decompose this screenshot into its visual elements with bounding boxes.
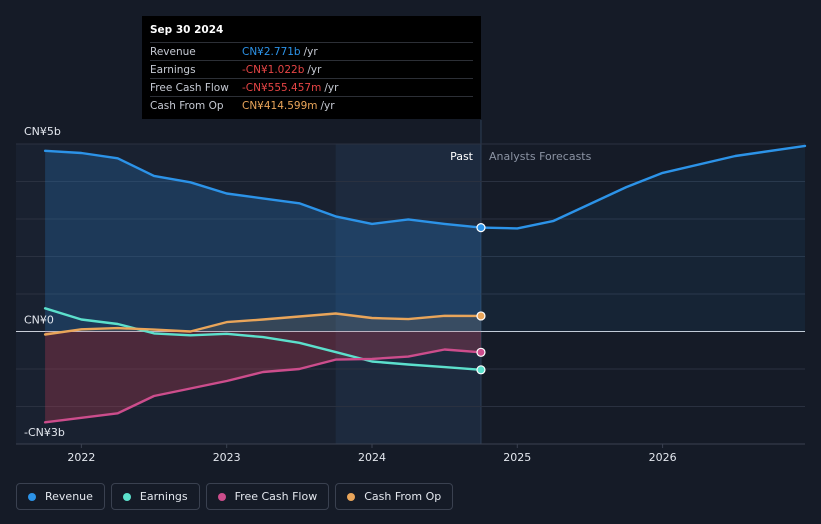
tooltip-label: Free Cash Flow bbox=[150, 81, 229, 94]
x-tick-label: 2023 bbox=[213, 451, 241, 464]
x-tick-label: 2026 bbox=[649, 451, 677, 464]
y-tick-label: CN¥0 bbox=[24, 314, 54, 327]
legend-label: Cash From Op bbox=[364, 490, 442, 503]
legend-dot-icon bbox=[28, 492, 36, 501]
tooltip-row-revenue: Revenue CN¥2.771b /yr bbox=[150, 42, 473, 60]
legend-item-free-cash-flow[interactable]: Free Cash Flow bbox=[205, 483, 330, 510]
free-cash-flow-area bbox=[45, 331, 482, 423]
revenue-area bbox=[45, 150, 482, 332]
y-tick-label: CN¥5b bbox=[24, 125, 61, 138]
cash-from-op-line bbox=[43, 312, 483, 336]
tooltip-unit: /yr bbox=[303, 45, 318, 58]
tooltip-date: Sep 30 2024 bbox=[150, 24, 224, 36]
tooltip-row-cash-from-op: Cash From Op CN¥414.599m /yr bbox=[150, 96, 473, 114]
tooltip-label: Earnings bbox=[150, 63, 196, 76]
tooltip-unit: /yr bbox=[320, 99, 335, 112]
legend-dot-icon bbox=[347, 492, 356, 501]
cash-from-op-marker bbox=[476, 311, 486, 321]
legend-item-earnings[interactable]: Earnings bbox=[110, 483, 200, 510]
series-areas bbox=[45, 145, 805, 423]
tooltip-label: Revenue bbox=[150, 45, 196, 58]
x-axis-labels: 2022 2023 2024 2025 2026 bbox=[67, 444, 677, 464]
tooltip-unit: /yr bbox=[307, 63, 322, 76]
period-label-past: Past bbox=[450, 150, 474, 163]
data-tooltip: Sep 30 2024 Revenue CN¥2.771b /yr Earnin… bbox=[142, 16, 481, 119]
legend-label: Earnings bbox=[139, 490, 188, 503]
tooltip-value: CN¥2.771b bbox=[242, 45, 301, 58]
legend-label: Revenue bbox=[45, 490, 93, 503]
tooltip-label: Cash From Op bbox=[150, 99, 224, 112]
free-cash-flow-line bbox=[43, 348, 483, 424]
chart-legend: Revenue Earnings Free Cash Flow Cash Fro… bbox=[16, 483, 454, 510]
legend-item-cash-from-op[interactable]: Cash From Op bbox=[335, 483, 454, 510]
free-cash-flow-marker bbox=[476, 347, 486, 357]
period-label-forecast: Analysts Forecasts bbox=[489, 150, 592, 163]
legend-label: Free Cash Flow bbox=[234, 490, 318, 503]
tooltip-value: CN¥414.599m bbox=[242, 99, 318, 112]
earnings-marker bbox=[476, 365, 486, 375]
x-tick-label: 2025 bbox=[503, 451, 531, 464]
revenue-forecast-line bbox=[479, 144, 807, 230]
y-tick-label: -CN¥3b bbox=[24, 426, 65, 439]
revenue-forecast-area bbox=[480, 145, 805, 332]
revenue-marker bbox=[476, 223, 486, 233]
tooltip-unit: /yr bbox=[324, 81, 339, 94]
series-lines bbox=[43, 144, 807, 424]
earnings-line bbox=[43, 307, 483, 371]
tooltip-value: -CN¥555.457m bbox=[242, 81, 322, 94]
legend-dot-icon bbox=[122, 492, 131, 501]
legend-item-revenue[interactable]: Revenue bbox=[16, 483, 105, 510]
x-tick-label: 2024 bbox=[358, 451, 386, 464]
series-markers bbox=[476, 223, 486, 375]
tooltip-row-free-cash-flow: Free Cash Flow -CN¥555.457m /yr bbox=[150, 78, 473, 96]
tooltip-row-earnings: Earnings -CN¥1.022b /yr bbox=[150, 60, 473, 78]
x-tick-label: 2022 bbox=[67, 451, 95, 464]
grid-lines bbox=[16, 143, 805, 445]
tooltip-value: -CN¥1.022b bbox=[242, 63, 305, 76]
legend-dot-icon bbox=[217, 492, 226, 501]
revenue-line bbox=[43, 149, 483, 229]
y-axis-labels: CN¥5b CN¥0 -CN¥3b bbox=[24, 125, 65, 439]
